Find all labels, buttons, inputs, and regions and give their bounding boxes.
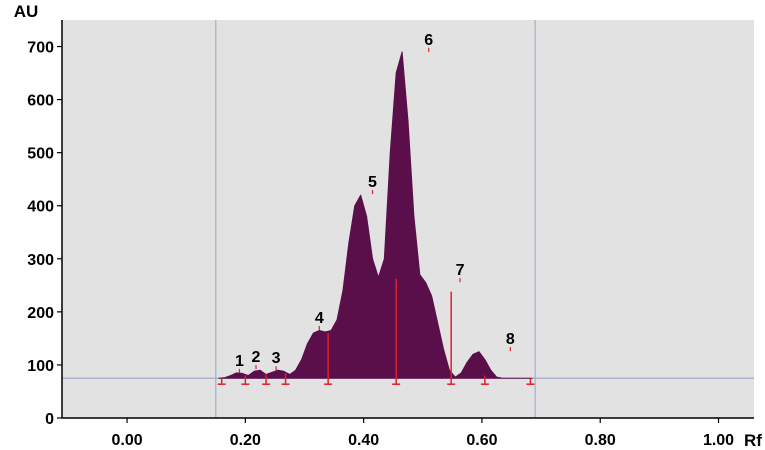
x-tick-label: 0.00 [111, 432, 142, 449]
y-ticks: 0 100 200 300 400 500 600 700 [27, 40, 62, 428]
peak-label: 8 [506, 331, 515, 348]
peak-boundary [324, 333, 333, 385]
x-tick-label: 1.00 [703, 432, 734, 449]
peak-boundary [447, 291, 456, 385]
peak-boundary [392, 278, 401, 385]
axes [61, 20, 754, 419]
peak-boundary [262, 374, 271, 385]
peak-label: 3 [272, 350, 281, 367]
peak-labels: 1 2 3 4 5 6 7 8 [235, 32, 515, 373]
x-tick-label: 0.80 [585, 432, 616, 449]
y-tick-label: 500 [27, 146, 54, 163]
y-tick-label: 300 [27, 252, 54, 269]
x-axis-label: Rf [744, 431, 762, 450]
peak-boundary [526, 378, 535, 385]
peak-label: 1 [235, 353, 244, 370]
y-axis-label: AU [14, 2, 39, 21]
peak-boundaries [217, 278, 535, 385]
x-tick-label: 0.60 [466, 432, 497, 449]
peak-label: 4 [315, 310, 324, 327]
peak-label: 6 [424, 32, 433, 49]
peak-label: 2 [252, 349, 261, 366]
peak-boundary [281, 372, 290, 385]
x-tick-label: 0.20 [230, 432, 261, 449]
peak-label: 5 [368, 174, 377, 191]
y-tick-label: 100 [27, 358, 54, 375]
profile-fill [218, 51, 533, 379]
y-tick-label: 600 [27, 93, 54, 110]
profile-area [218, 51, 533, 379]
peak-label: 7 [456, 262, 465, 279]
x-tick-label: 0.40 [348, 432, 379, 449]
peak-boundary [241, 375, 250, 385]
y-tick-label: 200 [27, 305, 54, 322]
y-tick-label: 400 [27, 199, 54, 216]
peak-boundary [217, 378, 226, 385]
y-tick-label: 700 [27, 40, 54, 57]
x-ticks: 0.00 0.20 0.40 0.60 0.80 1.00 [111, 418, 734, 449]
peak-boundary [480, 375, 489, 385]
y-tick-label: 0 [45, 411, 54, 428]
region-lines [215, 20, 536, 418]
